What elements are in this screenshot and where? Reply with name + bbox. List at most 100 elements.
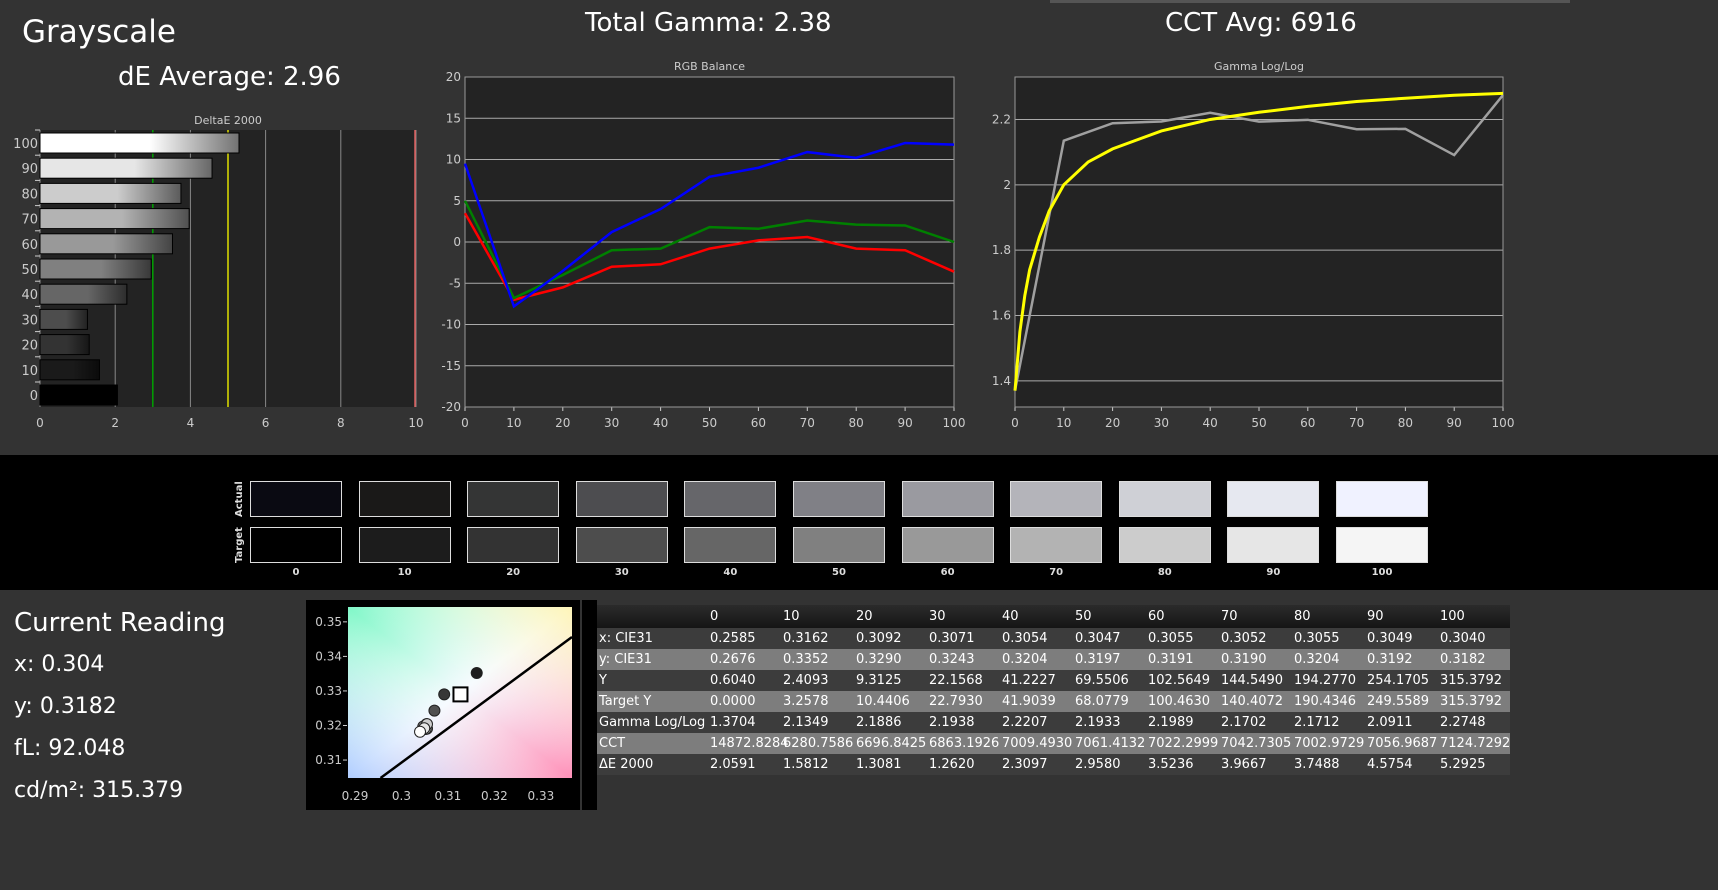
table-cell: 7042.7305 <box>1221 736 1292 751</box>
actual-swatch <box>467 481 560 517</box>
y-tick-label: 100 <box>13 137 38 152</box>
table-cell: 0.0000 <box>710 694 756 709</box>
x-tick-label: 20 <box>1105 416 1120 430</box>
table-cell: 144.5490 <box>1221 673 1284 688</box>
row-label: Gamma Log/Log <box>599 715 706 730</box>
x-tick-label: 0 <box>36 416 44 430</box>
table-cell: 2.1989 <box>1148 715 1194 730</box>
table-row: x: CIE31 0.2585 0.3162 0.3092 0.3071 0.3054 0.… <box>597 628 1510 649</box>
x-tick-label: 30 <box>604 416 619 430</box>
reading-cdm2: cd/m²: 315.379 <box>14 778 184 803</box>
reading-x: x: 0.304 <box>14 652 105 677</box>
table-cell: 4.5754 <box>1367 757 1413 772</box>
table-cell: 315.3792 <box>1440 673 1503 688</box>
table-cell: 254.1705 <box>1367 673 1430 688</box>
y-tick-label: 0 <box>453 235 461 249</box>
series-line <box>1013 91 1504 391</box>
table-cell: 5.2925 <box>1440 757 1486 772</box>
table-cell: 0.3162 <box>783 631 829 646</box>
row-label: Y <box>599 673 607 688</box>
series-line <box>1013 94 1504 391</box>
table-cell: 2.2207 <box>1002 715 1048 730</box>
x-tick-label: 0.32 <box>481 789 508 803</box>
measurement-point <box>428 704 441 717</box>
swatch-label: 60 <box>940 567 955 578</box>
swatch-label: 0 <box>292 567 300 578</box>
y-tick-label: -5 <box>449 276 461 290</box>
table-header: 0 10 20 30 40 50 60 70 80 90 100 <box>597 605 1510 628</box>
table-cell: 1.2620 <box>929 757 975 772</box>
page-title: Grayscale <box>22 14 176 50</box>
table-cell: 1.3704 <box>710 715 756 730</box>
table-cell: 2.0911 <box>1367 715 1413 730</box>
target-swatch <box>467 527 560 563</box>
x-tick-label: 40 <box>653 416 668 430</box>
actual-swatch <box>250 481 342 517</box>
y-tick-label: 0.34 <box>315 649 342 663</box>
actual-row-label: Actual <box>234 481 245 517</box>
x-tick-label: 90 <box>1447 416 1462 430</box>
x-tick-label: 60 <box>1300 416 1315 430</box>
x-tick-label: 90 <box>897 416 912 430</box>
bar <box>39 359 100 381</box>
chart-title: DeltaE 2000 <box>194 114 262 127</box>
table-cell: 2.0591 <box>710 757 756 772</box>
swatch-label: 50 <box>832 567 846 578</box>
table-cell: 2.1702 <box>1221 715 1267 730</box>
table-cell: 9.3125 <box>856 673 902 688</box>
y-tick-label: 20 <box>446 70 461 84</box>
y-tick-label: 80 <box>21 187 38 202</box>
column-header: 100 <box>1440 609 1465 624</box>
y-tick-label: -15 <box>441 359 461 373</box>
measurement-point <box>438 688 451 701</box>
y-tick-label: 0.35 <box>315 615 342 629</box>
table-cell: 6863.1926 <box>929 736 1000 751</box>
table-cell: 41.9039 <box>1002 694 1056 709</box>
bar <box>39 233 173 255</box>
table-cell: 0.3204 <box>1002 652 1048 667</box>
y-tick-label: 60 <box>21 238 38 253</box>
table-cell: 0.3092 <box>856 631 902 646</box>
table-cell: 0.3055 <box>1294 631 1340 646</box>
actual-swatch <box>793 481 885 517</box>
table-row: Gamma Log/Log 1.3704 2.1349 2.1886 2.1938 2.2… <box>597 712 1510 733</box>
total-gamma: Total Gamma: 2.38 <box>585 8 832 38</box>
current-reading-title: Current Reading <box>14 608 226 638</box>
table-cell: 0.2676 <box>710 652 756 667</box>
table-cell: 140.4072 <box>1221 694 1284 709</box>
table-cell: 0.6040 <box>710 673 756 688</box>
swatch-label: 100 <box>1371 567 1393 578</box>
bar <box>39 157 213 179</box>
x-tick-label: 70 <box>1349 416 1364 430</box>
table-cell: 0.3040 <box>1440 631 1486 646</box>
table-cell: 3.2578 <box>783 694 829 709</box>
table-gutter <box>582 600 597 810</box>
table-cell: 0.3182 <box>1440 652 1486 667</box>
measurement-point <box>470 666 483 679</box>
row-label: CCT <box>599 736 626 751</box>
table-cell: 7022.2999 <box>1148 736 1219 751</box>
target-swatch <box>575 527 668 563</box>
x-tick-label: 30 <box>1154 416 1169 430</box>
y-tick-label: 1.8 <box>992 243 1011 257</box>
column-header: 0 <box>710 609 719 624</box>
table-cell: 249.5589 <box>1367 694 1430 709</box>
target-swatch <box>1336 527 1428 563</box>
row-label: x: CIE31 <box>599 631 653 646</box>
actual-swatch <box>1118 481 1211 517</box>
table-cell: 0.3204 <box>1294 652 1340 667</box>
table-cell: 2.3097 <box>1002 757 1048 772</box>
target-swatch <box>793 527 885 563</box>
table-cell: 2.2748 <box>1440 715 1486 730</box>
data-table: 0 10 20 30 40 50 60 70 80 90 100 x: CIE31 0.2585 0.31… <box>597 605 1510 775</box>
bar <box>39 283 128 305</box>
actual-swatch <box>358 481 451 517</box>
table-cell: 2.1938 <box>929 715 975 730</box>
table-cell: 69.5506 <box>1075 673 1129 688</box>
current-reading: Current Reading x: 0.304 y: 0.3182 fL: 9… <box>14 602 225 812</box>
rgb-balance-chart: RGB Balance -20 -15 -10 -5 0 5 10 15 20 0 10 20 30 40 5… <box>441 60 965 430</box>
target-swatch <box>250 527 342 563</box>
table-cell: 315.3792 <box>1440 694 1503 709</box>
table-cell: 0.3191 <box>1148 652 1194 667</box>
reading-y: y: 0.3182 <box>14 694 117 719</box>
